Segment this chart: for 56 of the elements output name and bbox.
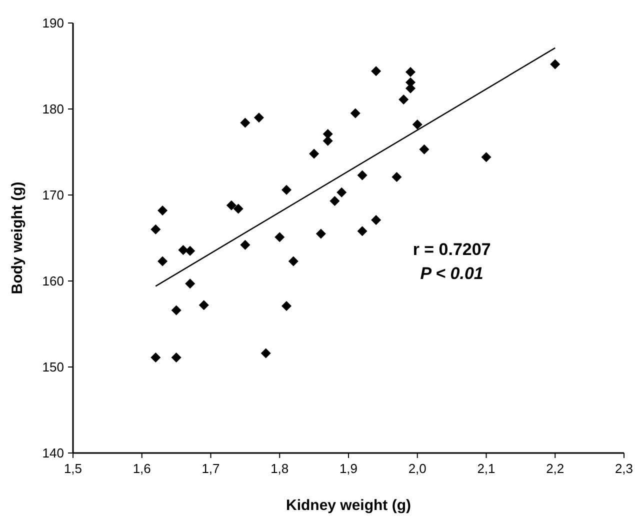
point [309,148,320,159]
point [282,184,292,195]
point [412,119,422,130]
point [233,204,244,214]
point [150,224,161,234]
y-tick-label: 140 [42,446,64,461]
point [405,67,416,78]
y-tick-label: 160 [42,274,64,289]
x-axis-title: Kidney weight (g) [286,497,411,514]
x-tick-label: 1,5 [64,461,82,476]
x-tick-label: 1,7 [202,461,220,476]
point [226,200,236,210]
y-tick-label: 190 [42,16,64,31]
point [288,256,298,266]
point [357,170,368,180]
x-tick-label: 1,9 [339,461,358,476]
point [316,228,326,239]
point [185,246,196,256]
point [336,187,347,198]
point [150,352,161,363]
point [198,300,209,310]
point [158,256,168,266]
point [550,59,560,70]
x-tick-label: 1,6 [132,461,151,476]
point [178,245,188,256]
annotation: P < 0.01 [420,264,484,284]
y-tick-label: 180 [42,102,64,117]
point [322,136,333,146]
point [254,112,264,123]
point [185,278,196,289]
x-tick-label: 2,0 [408,461,426,476]
point [392,172,402,182]
y-axis-title: Body weight (g) [9,182,26,294]
y-tick-label: 170 [42,188,64,203]
x-tick-label: 1,8 [270,461,289,476]
annotation: r = 0.7207 [412,240,491,260]
point [158,205,168,216]
y-tick-label: 150 [42,360,64,375]
point [481,152,492,162]
point [371,66,382,76]
point [419,144,430,154]
point [330,196,340,206]
point [371,214,382,225]
x-tick-label: 2,1 [477,461,496,476]
point [282,300,292,311]
point [171,305,182,316]
point [357,226,368,236]
point [274,232,285,242]
point [240,240,250,250]
point [398,94,409,105]
x-tick-label: 2,3 [614,461,634,476]
x-tick-label: 2,2 [546,461,564,476]
point [350,108,360,118]
point [240,118,250,128]
point [260,348,271,358]
point [171,352,182,363]
